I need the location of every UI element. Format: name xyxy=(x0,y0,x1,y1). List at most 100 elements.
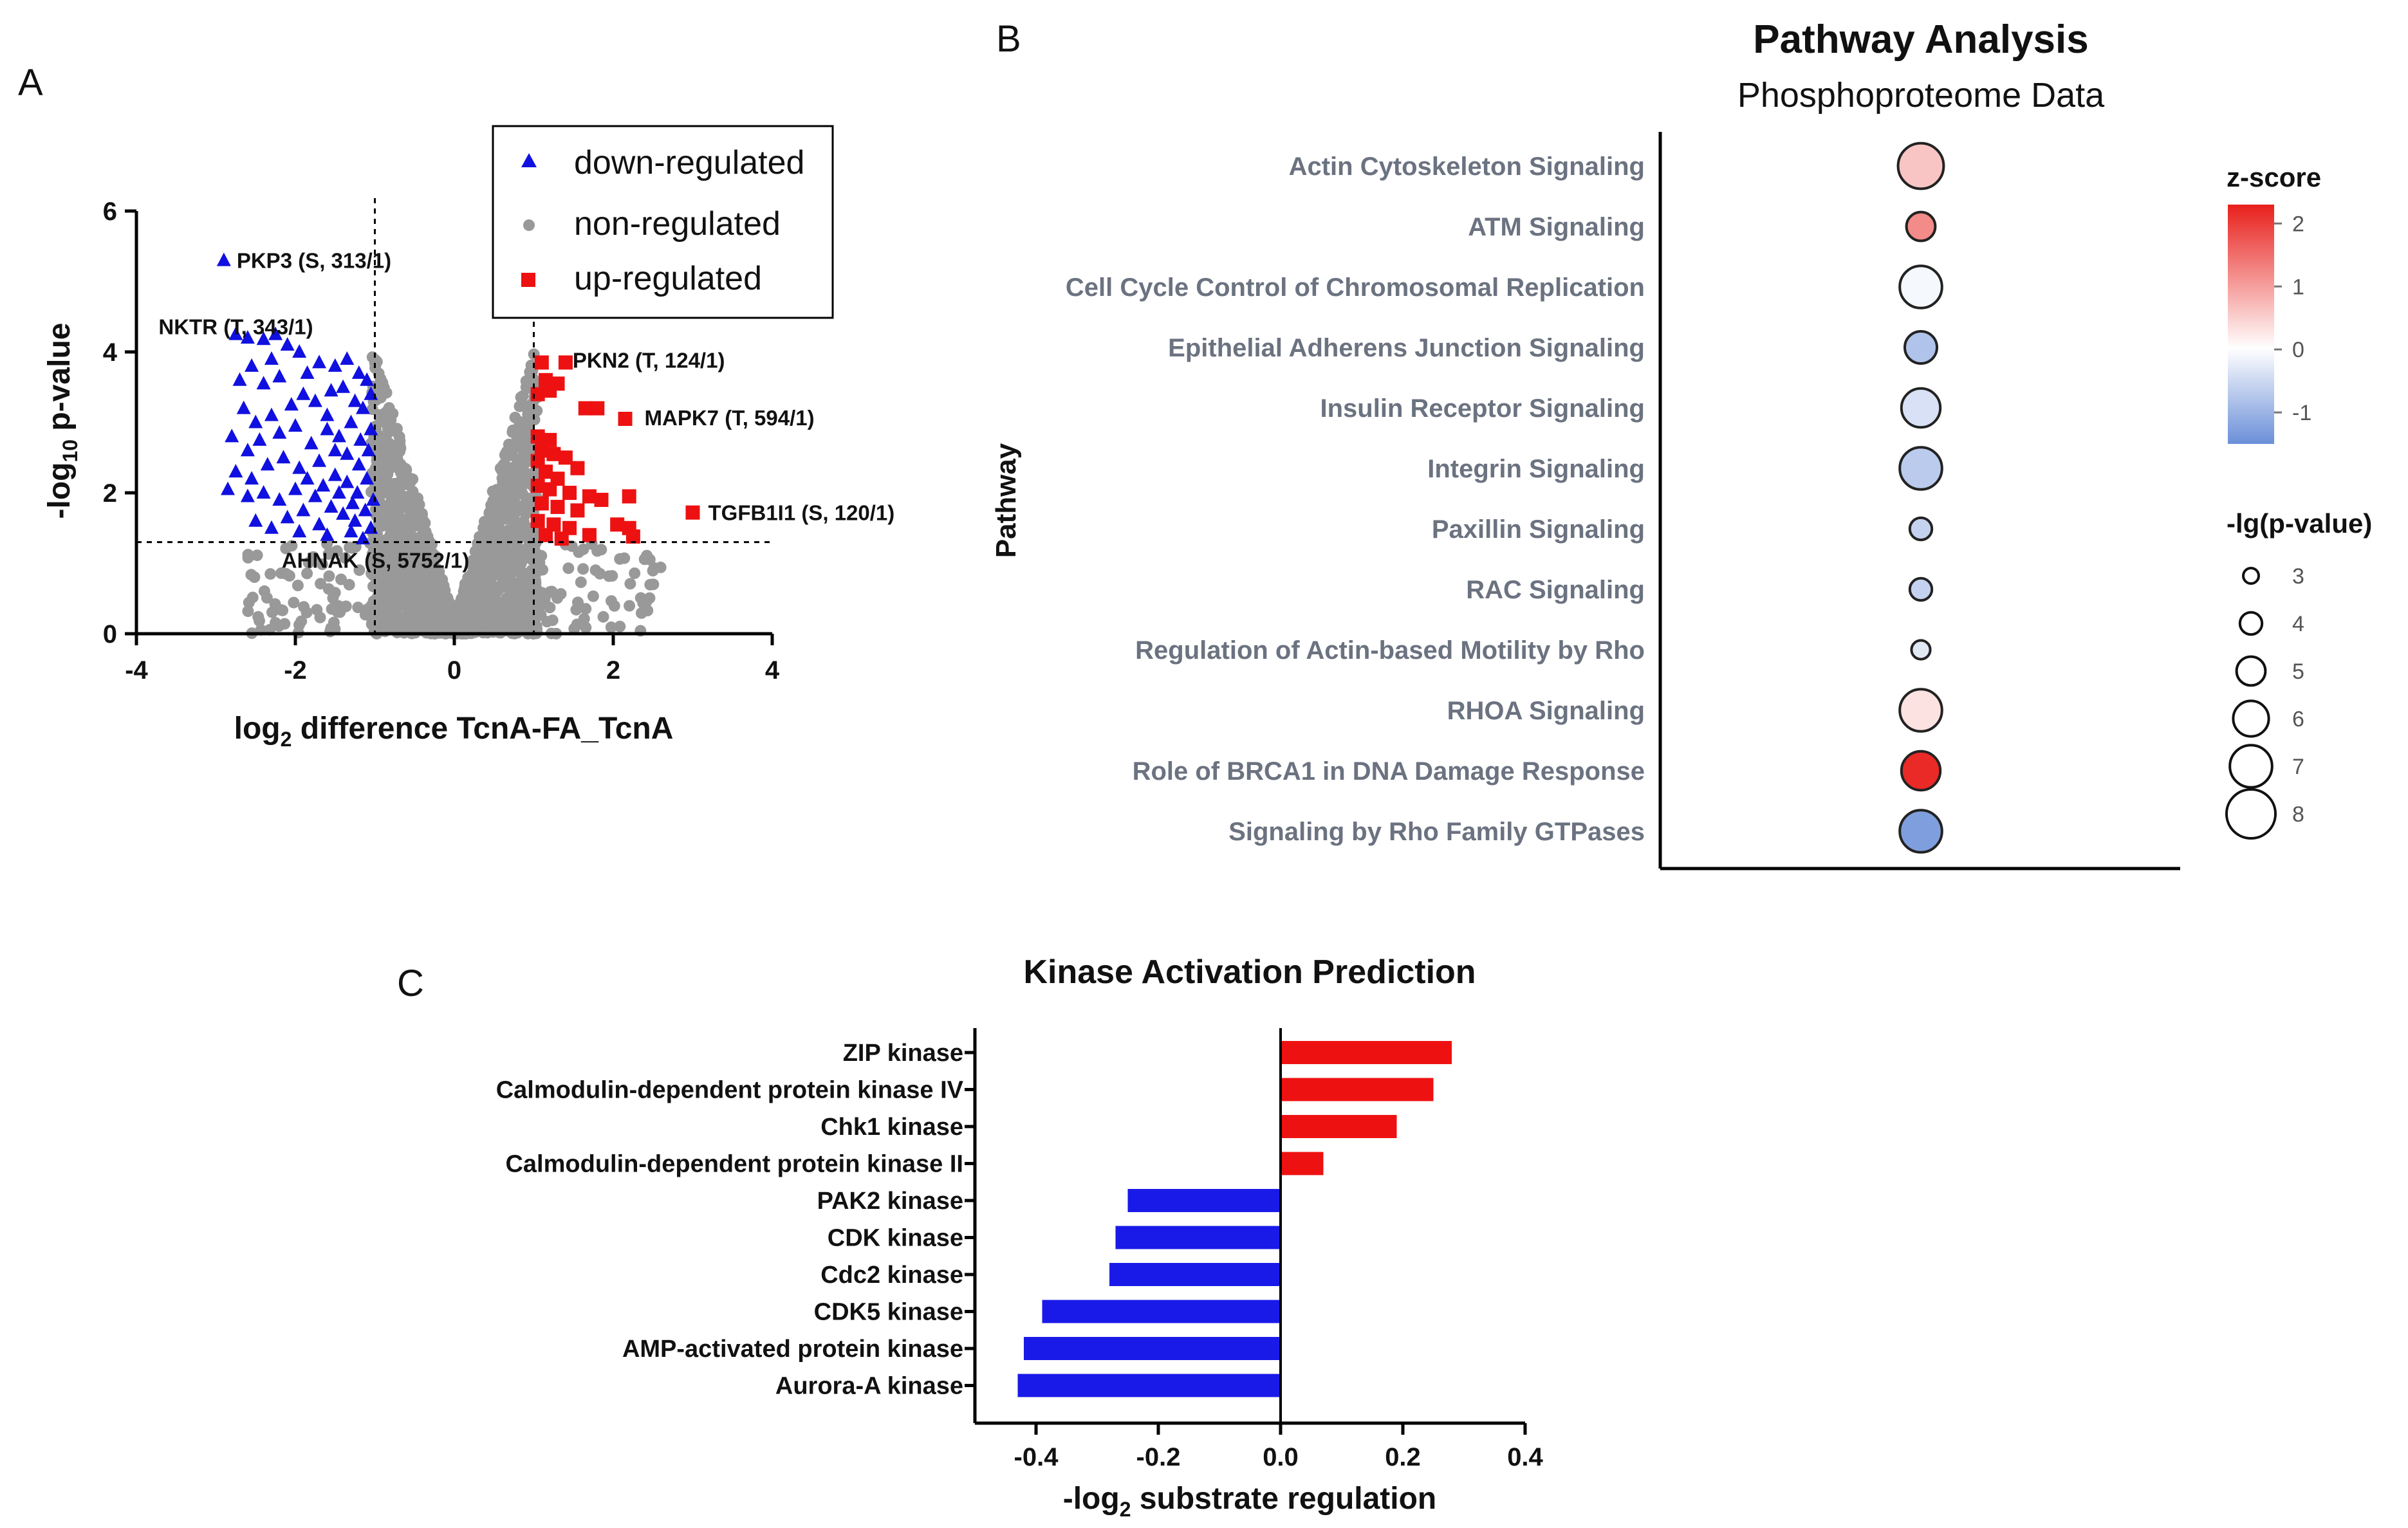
down-regulated-point xyxy=(245,358,259,372)
annotation-label: PKP3 (S, 313/1) xyxy=(237,249,391,273)
y-title-log: -log xyxy=(42,463,77,519)
non-regulated-point xyxy=(375,575,387,587)
down-regulated-point xyxy=(320,407,335,421)
down-regulated-point xyxy=(345,495,360,510)
non-regulated-point xyxy=(383,600,395,612)
non-regulated-point xyxy=(525,359,537,371)
down-regulated-point xyxy=(300,471,315,485)
non-regulated-point xyxy=(400,463,412,475)
non-regulated-point xyxy=(376,447,388,459)
non-regulated-point xyxy=(339,552,351,564)
down-regulated-point xyxy=(331,428,346,443)
pathway-bubble xyxy=(1898,809,1943,854)
down-regulated-point xyxy=(296,386,311,400)
non-regulated-point xyxy=(537,564,549,576)
down-regulated-point xyxy=(240,330,255,344)
up-regulated-point xyxy=(542,482,557,497)
up-regulated-point xyxy=(558,355,573,370)
up-regulated-point xyxy=(530,513,545,528)
annotation-label: MAPK7 (T, 594/1) xyxy=(645,406,815,430)
kinase-label: AMP-activated protein kinase xyxy=(622,1336,963,1363)
down-regulated-point xyxy=(260,457,275,471)
non-regulated-point xyxy=(382,615,394,627)
down-regulated-point xyxy=(328,358,342,372)
non-regulated-point xyxy=(378,382,390,394)
kinase-x-tick-label: 0.4 xyxy=(1507,1443,1543,1471)
down-regulated-point xyxy=(355,531,370,545)
non-regulated-point xyxy=(288,596,300,609)
non-regulated-point xyxy=(589,564,602,576)
pathway-chart-title: Pathway Analysis xyxy=(1753,17,2089,62)
pathway-y-axis-title: Pathway xyxy=(990,443,1022,558)
non-regulated-point xyxy=(476,610,488,622)
size-legend-circle xyxy=(2228,744,2274,789)
non-regulated-point xyxy=(298,601,310,613)
kinase-label: Chk1 kinase xyxy=(820,1114,963,1141)
size-legend: 3 4 5 6 7 8 xyxy=(2225,564,2304,840)
down-regulated-point xyxy=(264,407,279,421)
annotation-label: TGFB1I1 (S, 120/1) xyxy=(709,501,895,525)
kinase-x-tick-label: -0.2 xyxy=(1136,1443,1181,1471)
annotation-label: NKTR (T, 343/1) xyxy=(158,315,313,339)
non-regulated-point xyxy=(499,580,511,591)
kinase-label: Calmodulin-dependent protein kinase IV xyxy=(496,1077,964,1104)
non-regulated-point xyxy=(343,578,355,591)
kinase-axes: -0.4 -0.2 0.0 0.2 0.4 xyxy=(965,1028,1544,1471)
down-regulated-point xyxy=(340,474,355,488)
down-regulated-point xyxy=(292,524,307,538)
non-regulated-point xyxy=(331,545,343,557)
non-regulated-point xyxy=(417,527,429,539)
non-regulated-point xyxy=(505,491,517,503)
non-regulated-point xyxy=(385,585,397,598)
non-regulated-point xyxy=(501,549,513,561)
x-title-rest: difference TcnA-FA_TcnA xyxy=(292,712,673,746)
non-regulated-point xyxy=(459,587,471,599)
non-regulated-point xyxy=(385,546,397,557)
pathway-label: Epithelial Adherens Junction Signaling xyxy=(1168,334,1645,362)
panel-letter-c: C xyxy=(397,962,424,1004)
non-regulated-point xyxy=(392,609,404,621)
y-tick-label: 4 xyxy=(103,338,118,367)
down-regulated-point xyxy=(347,393,362,407)
non-regulated-point xyxy=(495,570,507,582)
legend-down-regulated: down-regulated xyxy=(574,144,804,181)
legend-marker-up xyxy=(521,273,535,287)
down-regulated-point xyxy=(296,502,311,517)
non-regulated-point xyxy=(412,517,425,529)
non-regulated-point xyxy=(507,534,519,546)
non-regulated-point xyxy=(407,591,419,603)
down-regulated-point xyxy=(312,453,327,467)
annotation-label: AHNAK (S, 5752/1) xyxy=(282,549,470,573)
up-regulated-point xyxy=(542,432,557,447)
non-regulated-point xyxy=(562,562,575,575)
non-regulated-point xyxy=(442,604,454,616)
non-regulated-point xyxy=(446,622,458,634)
up-regulated-point xyxy=(590,401,605,416)
non-regulated-point xyxy=(577,563,589,575)
zscore-tick-label: 1 xyxy=(2292,275,2304,299)
y-title-rest: p-value xyxy=(42,323,77,439)
non-regulated-point xyxy=(493,558,505,570)
down-regulated-point xyxy=(312,354,327,369)
pathway-label: Regulation of Actin-based Motility by Rh… xyxy=(1135,636,1645,665)
up-regulated-point xyxy=(610,517,625,532)
volcano-legend: down-regulated non-regulated up-regulate… xyxy=(492,125,834,319)
legend-up-regulated: up-regulated xyxy=(574,260,762,297)
non-regulated-point xyxy=(280,542,292,555)
non-regulated-point xyxy=(242,605,254,617)
c-x-title-rest: substrate regulation xyxy=(1131,1482,1437,1516)
pathway-label: Role of BRCA1 in DNA Damage Response xyxy=(1133,757,1645,786)
up-regulated-point xyxy=(558,450,573,465)
down-regulated-point xyxy=(324,383,338,397)
down-regulated-point xyxy=(366,492,381,506)
panel-letter-a: A xyxy=(18,62,43,104)
down-regulated-point xyxy=(256,331,271,345)
non-regulated-point xyxy=(608,600,620,612)
down-regulated-point xyxy=(340,446,355,460)
size-legend-circle xyxy=(2225,788,2277,840)
non-regulated-point xyxy=(459,578,471,590)
up-regulated-point xyxy=(562,486,577,500)
non-regulated-point xyxy=(301,567,313,580)
non-regulated-point xyxy=(605,621,617,633)
non-regulated-point xyxy=(394,445,406,457)
